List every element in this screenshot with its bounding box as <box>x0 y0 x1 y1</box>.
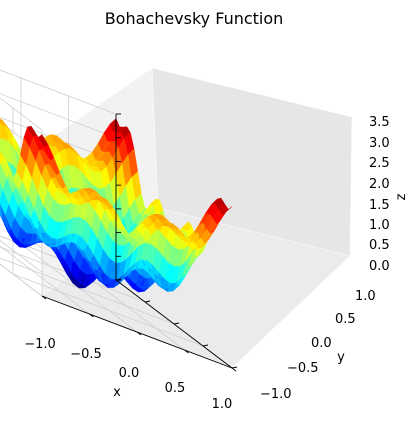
x-tick-mark <box>136 331 142 336</box>
z-tick-label: 1.0 <box>369 218 390 233</box>
z-tick-label: 2.0 <box>369 177 390 192</box>
y-tick-label: −0.5 <box>287 361 319 376</box>
y-tick-mark <box>173 322 180 325</box>
z-tick-label: 2.5 <box>369 156 390 171</box>
z-tick-label: 0.0 <box>369 259 390 274</box>
y-tick-label: −1.0 <box>260 387 292 402</box>
wall-grid-line <box>0 121 43 155</box>
wall-grid-line <box>0 97 43 131</box>
surface-facet <box>222 206 233 215</box>
x-tick-label: −1.0 <box>24 337 56 352</box>
wall-grid-line <box>0 69 117 115</box>
x-tick-mark <box>231 367 237 372</box>
x-tick-label: −0.5 <box>70 347 102 362</box>
x-tick-mark <box>89 313 94 318</box>
x-tick-mark <box>184 349 189 354</box>
y-tick-mark <box>231 366 238 369</box>
surface-plot <box>0 118 233 293</box>
x-axis-label: x <box>113 385 121 400</box>
axes <box>41 113 238 372</box>
y-tick-label: 1.0 <box>355 289 376 304</box>
floor-grid-line <box>0 246 146 303</box>
wall-grid-line <box>0 93 117 139</box>
wall-grid-line <box>0 239 43 273</box>
x-tick-mark <box>41 295 47 300</box>
x-tick-label: 1.0 <box>212 397 233 412</box>
z-tick-label: 1.5 <box>369 198 390 213</box>
y-tick-mark <box>144 300 151 303</box>
y-tick-label: 0.0 <box>311 336 332 351</box>
z-tick-label: 3.0 <box>369 136 390 151</box>
z-tick-label: 0.5 <box>369 238 390 253</box>
floor-grid-line <box>12 273 204 347</box>
z-axis-label: z <box>394 193 409 200</box>
x-tick-label: 0.5 <box>165 381 186 396</box>
y-axis-label: y <box>337 350 345 365</box>
x-tick-label: 0.0 <box>119 366 140 381</box>
y-tick-mark <box>202 344 209 347</box>
chart-title: Bohachevsky Function <box>105 9 284 28</box>
wall-grid-line <box>0 117 117 162</box>
y-tick-label: 0.5 <box>335 312 356 327</box>
z-tick-label: 3.5 <box>369 115 390 130</box>
wall-grid-line <box>0 263 43 297</box>
